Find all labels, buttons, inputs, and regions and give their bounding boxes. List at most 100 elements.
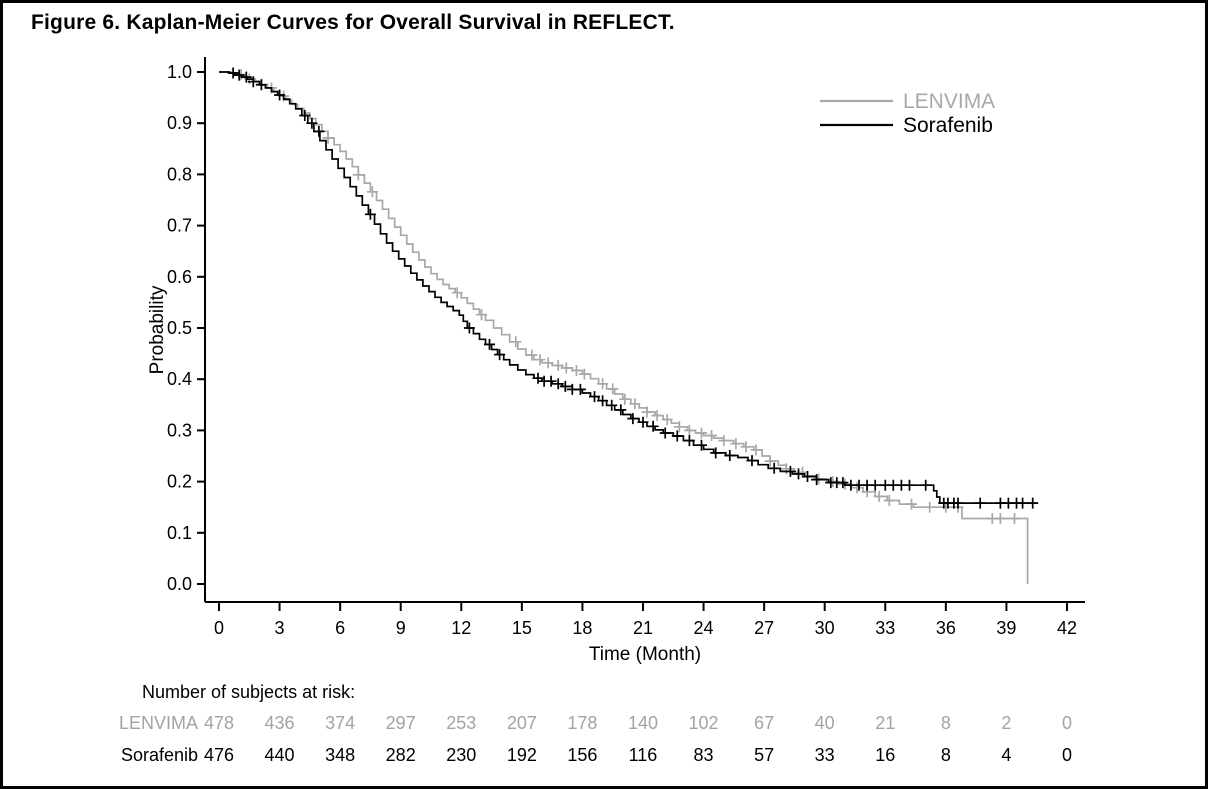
risk-count: 40 bbox=[815, 713, 835, 733]
x-tick-label: 6 bbox=[335, 618, 345, 638]
y-tick-label: 0.5 bbox=[167, 318, 192, 338]
legend-label-sorafenib: Sorafenib bbox=[903, 114, 993, 137]
censor-mark bbox=[837, 477, 849, 489]
censor-mark bbox=[227, 67, 239, 79]
risk-count: 192 bbox=[507, 745, 537, 765]
risk-count: 253 bbox=[446, 713, 476, 733]
censor-mark bbox=[730, 438, 742, 450]
censor-mark bbox=[696, 439, 707, 451]
censor-mark bbox=[768, 462, 780, 474]
y-tick-label: 0.6 bbox=[167, 267, 192, 287]
censor-mark bbox=[560, 362, 572, 374]
risk-count: 2 bbox=[1001, 713, 1011, 733]
censor-mark bbox=[364, 208, 376, 220]
censor-mark bbox=[597, 378, 609, 390]
censor-mark bbox=[924, 501, 936, 513]
censor-mark bbox=[811, 474, 823, 486]
risk-count: 8 bbox=[941, 713, 951, 733]
censor-mark bbox=[615, 404, 627, 416]
risk-table-row-sorafenib: Sorafenib 476 440 348 282 230 192 156 116 83 57 33 1… bbox=[121, 745, 1072, 765]
censor-mark bbox=[313, 125, 325, 137]
x-tick-label: 42 bbox=[1057, 618, 1077, 638]
censor-mark bbox=[764, 455, 776, 467]
y-tick-label: 0.8 bbox=[167, 164, 192, 184]
risk-row-label: LENVIMA bbox=[119, 713, 198, 733]
censor-mark bbox=[851, 482, 863, 494]
censor-mark bbox=[793, 468, 804, 480]
x-tick-label: 39 bbox=[996, 618, 1016, 638]
censor-mark bbox=[534, 354, 546, 366]
censor-mark bbox=[710, 447, 722, 459]
risk-count: 57 bbox=[754, 745, 774, 765]
y-tick-label: 0.1 bbox=[167, 523, 192, 543]
risk-count: 230 bbox=[446, 745, 476, 765]
censor-mark bbox=[873, 490, 885, 502]
risk-count: 282 bbox=[386, 745, 416, 765]
y-tick-label: 0.2 bbox=[167, 472, 192, 492]
censor-mark bbox=[484, 338, 495, 350]
censor-marks-lenvima bbox=[235, 69, 1020, 524]
risk-table-row-lenvima: LENVIMA 478 436 374 297 253 207 178 140 102 67 40 21… bbox=[119, 713, 1072, 733]
y-tick-label: 0.0 bbox=[167, 574, 192, 594]
censor-mark bbox=[542, 357, 554, 369]
censor-mark bbox=[637, 416, 649, 428]
censor-mark bbox=[299, 110, 311, 121]
censor-mark bbox=[671, 430, 683, 442]
censor-mark bbox=[784, 465, 796, 477]
censor-mark bbox=[247, 76, 259, 88]
risk-count: 16 bbox=[875, 745, 895, 765]
figure-title: Figure 6. Kaplan-Meier Curves for Overal… bbox=[31, 11, 675, 34]
risk-count: 0 bbox=[1062, 713, 1072, 733]
x-tick-label: 24 bbox=[694, 618, 714, 638]
censor-mark bbox=[578, 368, 590, 380]
censor-mark bbox=[574, 383, 586, 395]
censor-mark bbox=[659, 427, 671, 439]
risk-count: 297 bbox=[386, 713, 416, 733]
censor-mark bbox=[532, 372, 544, 384]
censor-mark bbox=[545, 375, 557, 387]
y-tick-label: 0.7 bbox=[167, 216, 192, 236]
risk-count: 33 bbox=[815, 745, 835, 765]
censor-mark bbox=[451, 287, 463, 299]
censor-mark bbox=[233, 69, 245, 81]
risk-count: 102 bbox=[689, 713, 719, 733]
risk-count: 140 bbox=[628, 713, 658, 733]
censor-mark bbox=[570, 365, 582, 376]
censor-mark bbox=[476, 309, 487, 321]
censor-mark bbox=[510, 336, 522, 348]
x-tick-label: 30 bbox=[815, 618, 835, 638]
y-tick-label: 0.9 bbox=[167, 113, 192, 133]
legend-label-lenvima: LENVIMA bbox=[903, 90, 995, 113]
censor-mark bbox=[904, 479, 915, 491]
censor-mark bbox=[802, 471, 813, 482]
y-tick-label: 0.3 bbox=[167, 420, 192, 440]
risk-count: 348 bbox=[325, 745, 355, 765]
x-axis-ticks: 0 3 6 9 12 15 18 21 24 27 30 33 36 39 42 bbox=[214, 602, 1077, 638]
risk-count: 0 bbox=[1062, 745, 1072, 765]
y-tick-label: 1.0 bbox=[167, 62, 192, 82]
risk-count: 156 bbox=[567, 745, 597, 765]
censor-mark bbox=[255, 79, 267, 91]
censor-marks-sorafenib bbox=[227, 67, 1039, 509]
censor-mark bbox=[366, 186, 378, 198]
censor-mark bbox=[627, 413, 639, 425]
censor-mark bbox=[607, 383, 619, 395]
risk-count: 116 bbox=[629, 745, 658, 765]
censor-mark bbox=[706, 430, 718, 441]
censor-mark bbox=[869, 479, 881, 491]
censor-mark bbox=[552, 359, 564, 371]
censor-mark bbox=[619, 393, 631, 405]
censor-mark bbox=[589, 391, 600, 403]
censor-mark bbox=[526, 349, 538, 361]
censor-mark bbox=[724, 450, 736, 461]
risk-count: 178 bbox=[567, 713, 597, 733]
x-tick-label: 3 bbox=[275, 618, 285, 638]
censor-mark bbox=[1027, 497, 1039, 509]
risk-count: 440 bbox=[265, 745, 295, 765]
censor-mark bbox=[1009, 513, 1020, 524]
censor-mark bbox=[651, 410, 663, 422]
censor-mark bbox=[274, 89, 286, 101]
risk-count: 476 bbox=[204, 745, 234, 765]
